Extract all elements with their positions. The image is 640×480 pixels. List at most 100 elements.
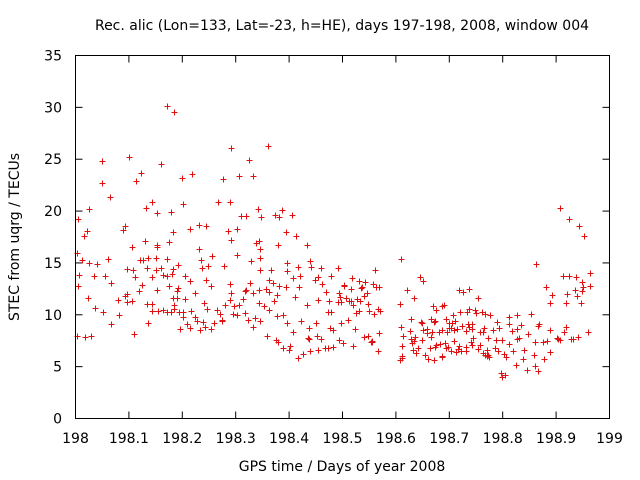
data-point (100, 309, 107, 316)
data-point (318, 336, 325, 343)
data-point (518, 322, 525, 329)
data-point (192, 314, 199, 321)
data-point (283, 229, 290, 236)
data-point (428, 334, 435, 341)
data-point (222, 302, 229, 309)
data-point (495, 348, 502, 355)
data-point (187, 325, 194, 332)
data-point (287, 343, 294, 350)
data-point (570, 336, 577, 343)
y-tick-label: 30 (44, 100, 62, 116)
data-point (487, 312, 494, 319)
data-point (412, 334, 419, 341)
data-point (422, 352, 429, 359)
data-point (506, 341, 513, 348)
data-point (575, 334, 582, 341)
data-point (256, 238, 263, 245)
data-point (201, 300, 208, 307)
data-point (153, 267, 160, 274)
data-point (587, 283, 594, 290)
data-point (275, 339, 282, 346)
data-point (164, 256, 171, 263)
data-point (187, 278, 194, 285)
data-point (250, 173, 257, 180)
data-point (243, 213, 250, 220)
data-point (122, 223, 129, 230)
data-point (419, 320, 426, 327)
data-point (306, 325, 313, 332)
data-point (336, 290, 343, 297)
data-point (284, 260, 291, 267)
data-point (345, 317, 352, 324)
data-point (247, 280, 254, 287)
data-point (499, 337, 506, 344)
data-point (149, 308, 156, 315)
data-point (86, 260, 93, 267)
data-point (469, 342, 476, 349)
data-point (452, 318, 459, 325)
data-point (221, 263, 228, 270)
data-point (463, 348, 470, 355)
data-point (456, 343, 463, 350)
data-point (268, 267, 275, 274)
data-point (477, 342, 484, 349)
data-point (203, 277, 210, 284)
data-point (413, 350, 420, 357)
data-point (120, 227, 127, 234)
data-point (330, 344, 337, 351)
data-point (472, 307, 479, 314)
data-point (182, 296, 189, 303)
data-point (433, 342, 440, 349)
data-point (203, 223, 210, 230)
data-point (231, 303, 238, 310)
data-point (341, 283, 348, 290)
data-point (328, 309, 335, 316)
chart-title: Rec. alic (Lon=133, Lat=-23, h=HE), days… (95, 18, 589, 34)
data-point (420, 327, 427, 334)
data-point (202, 324, 209, 331)
data-point (431, 357, 438, 364)
data-point (358, 285, 365, 292)
data-point (154, 244, 161, 251)
data-point (444, 329, 451, 336)
data-point (243, 287, 250, 294)
data-point (369, 338, 376, 345)
data-point (506, 321, 513, 328)
data-point (473, 310, 480, 317)
data-point (160, 272, 167, 279)
data-point (182, 273, 189, 280)
y-tick-label: 20 (44, 204, 62, 220)
data-point (485, 335, 492, 342)
x-tick-label: 198.6 (376, 431, 416, 447)
data-point (356, 308, 363, 315)
data-point (132, 274, 139, 281)
data-point (563, 300, 570, 307)
data-point (337, 294, 344, 301)
data-point (514, 326, 521, 333)
data-point (579, 279, 586, 286)
y-tick-label: 25 (44, 152, 62, 168)
data-point (240, 296, 247, 303)
data-point (466, 306, 473, 313)
data-point (429, 329, 436, 336)
data-point (536, 321, 543, 328)
data-point (441, 302, 448, 309)
x-tick-label: 198 (62, 431, 89, 447)
data-point (124, 266, 131, 273)
data-point (338, 320, 345, 327)
data-point (437, 341, 444, 348)
data-point (198, 257, 205, 264)
data-point (189, 171, 196, 178)
data-point (587, 270, 594, 277)
data-point (408, 316, 415, 323)
data-point (219, 317, 226, 324)
data-point (245, 317, 252, 324)
data-point (225, 228, 232, 235)
data-point (475, 295, 482, 302)
data-point (397, 301, 404, 308)
data-point (470, 335, 477, 342)
data-point (200, 319, 207, 326)
data-point (220, 176, 227, 183)
data-point (451, 338, 458, 345)
